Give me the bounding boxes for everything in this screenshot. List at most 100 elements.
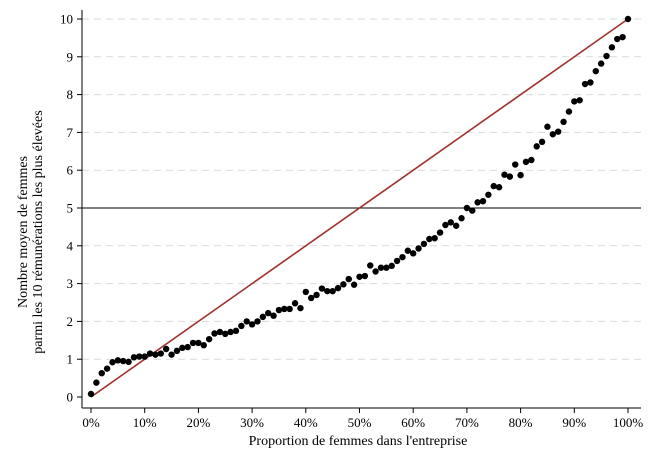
x-tick-label-2: 20% xyxy=(186,415,210,430)
scatter-point-73 xyxy=(479,197,487,205)
scatter-point-64 xyxy=(431,235,438,242)
y-tick-label-4: 4 xyxy=(67,238,74,253)
scatter-point-14 xyxy=(162,345,170,353)
y-tick-label-5: 5 xyxy=(67,201,74,216)
scatter-point-16 xyxy=(173,347,181,355)
scatter-point-72 xyxy=(474,199,481,206)
scatter-point-0 xyxy=(87,390,95,398)
x-axis-ticks: 0% 10% 20% 30% 40% 50% 60% 70% 80% 90% 100% xyxy=(82,408,643,430)
x-axis-title: Proportion de femmes dans l'entreprise xyxy=(249,434,468,449)
scatter-point-42 xyxy=(313,291,320,299)
scatter-point-66 xyxy=(442,221,449,229)
y-tick-label-6: 6 xyxy=(67,163,74,178)
diagonal-line xyxy=(90,18,629,398)
scatter-point-28 xyxy=(238,322,245,330)
scatter-point-34 xyxy=(270,312,277,319)
scatter-point-87 xyxy=(554,128,562,135)
scatter-point-29 xyxy=(243,318,250,325)
scatter-point-51 xyxy=(361,272,369,280)
scatter-point-86 xyxy=(549,131,557,138)
scatter-point-70 xyxy=(463,204,471,212)
scatter-point-47 xyxy=(340,281,347,288)
x-tick-label-10: 100% xyxy=(613,415,644,430)
scatter-point-78 xyxy=(506,173,514,180)
scatter-point-31 xyxy=(254,318,261,325)
scatter-point-60 xyxy=(410,250,417,257)
scatter-point-7 xyxy=(125,358,132,366)
scatter-point-43 xyxy=(318,285,326,292)
y-tick-label-2: 2 xyxy=(67,314,74,329)
scatter-point-48 xyxy=(345,275,352,283)
scatter-point-1 xyxy=(93,379,100,386)
scatter-point-3 xyxy=(103,365,111,372)
scatter-point-90 xyxy=(571,98,578,105)
y-tick-label-1: 1 xyxy=(67,352,74,367)
scatter-point-46 xyxy=(334,284,342,292)
scatter-point-20 xyxy=(195,339,202,347)
scatter-point-58 xyxy=(399,253,406,261)
scatter-point-37 xyxy=(286,305,293,313)
scatter-point-21 xyxy=(200,342,207,349)
scatter-point-17 xyxy=(179,344,186,352)
scatter-point-92 xyxy=(581,80,589,88)
y-tick-label-9: 9 xyxy=(67,49,74,64)
scatter-points xyxy=(87,15,632,398)
scatter-point-6 xyxy=(120,357,127,365)
scatter-point-96 xyxy=(603,52,610,60)
x-tick-label-8: 80% xyxy=(509,415,533,430)
y-tick-label-7: 7 xyxy=(67,125,74,140)
x-tick-label-1: 10% xyxy=(133,415,157,430)
scatter-point-94 xyxy=(592,67,599,75)
y-axis-ticks: 0 1 2 3 4 5 6 7 8 9 10 xyxy=(60,12,82,405)
scatter-point-5 xyxy=(114,357,122,364)
scatter-point-4 xyxy=(109,359,116,366)
x-tick-label-4: 40% xyxy=(294,415,318,430)
scatter-point-57 xyxy=(393,257,401,265)
scatter-point-30 xyxy=(248,321,256,328)
scatter-point-12 xyxy=(152,351,159,358)
scatter-point-53 xyxy=(372,268,379,275)
scatter-point-36 xyxy=(281,305,288,313)
scatter-point-52 xyxy=(367,262,374,269)
scatter-point-91 xyxy=(576,97,583,104)
y-tick-label-10: 10 xyxy=(60,12,73,27)
scatter-point-62 xyxy=(420,240,428,248)
x-tick-label-9: 90% xyxy=(562,415,586,430)
y-tick-label-3: 3 xyxy=(67,276,74,291)
scatter-point-19 xyxy=(189,339,197,347)
scatter-point-32 xyxy=(259,313,267,321)
scatter-point-59 xyxy=(404,247,412,254)
scatter-point-68 xyxy=(452,222,460,229)
scatter-point-80 xyxy=(517,171,524,179)
scatter-point-45 xyxy=(329,287,336,295)
scatter-point-61 xyxy=(415,245,422,252)
scatter-point-35 xyxy=(275,306,283,314)
scatter-point-38 xyxy=(291,300,299,307)
x-tick-label-0: 0% xyxy=(82,415,100,430)
scatter-point-77 xyxy=(501,171,508,178)
scatter-point-81 xyxy=(522,158,530,166)
scatter-point-50 xyxy=(356,273,363,280)
scatter-point-11 xyxy=(146,350,154,357)
x-tick-label-3: 30% xyxy=(240,415,264,430)
scatter-point-41 xyxy=(307,294,315,302)
scatter-point-54 xyxy=(377,264,385,271)
y-axis-title: Nombre moyen de femmes parmi les 10 rému… xyxy=(16,110,46,353)
scatter-point-39 xyxy=(297,304,304,312)
scatter-point-25 xyxy=(222,330,229,338)
scatter-point-71 xyxy=(469,207,476,214)
x-tick-label-6: 60% xyxy=(401,415,425,430)
scatter-point-55 xyxy=(383,264,390,271)
scatter-point-18 xyxy=(184,343,191,351)
scatter-point-13 xyxy=(157,350,165,357)
y-axis-title-line-1: Nombre moyen de femmes xyxy=(16,156,31,308)
scatter-point-100 xyxy=(624,15,632,23)
scatter-point-69 xyxy=(458,215,465,222)
scatter-point-89 xyxy=(565,108,573,115)
scatter-point-83 xyxy=(533,143,540,150)
scatter-point-15 xyxy=(168,351,175,358)
scatter-point-88 xyxy=(560,118,567,126)
scatter-point-9 xyxy=(136,353,143,360)
